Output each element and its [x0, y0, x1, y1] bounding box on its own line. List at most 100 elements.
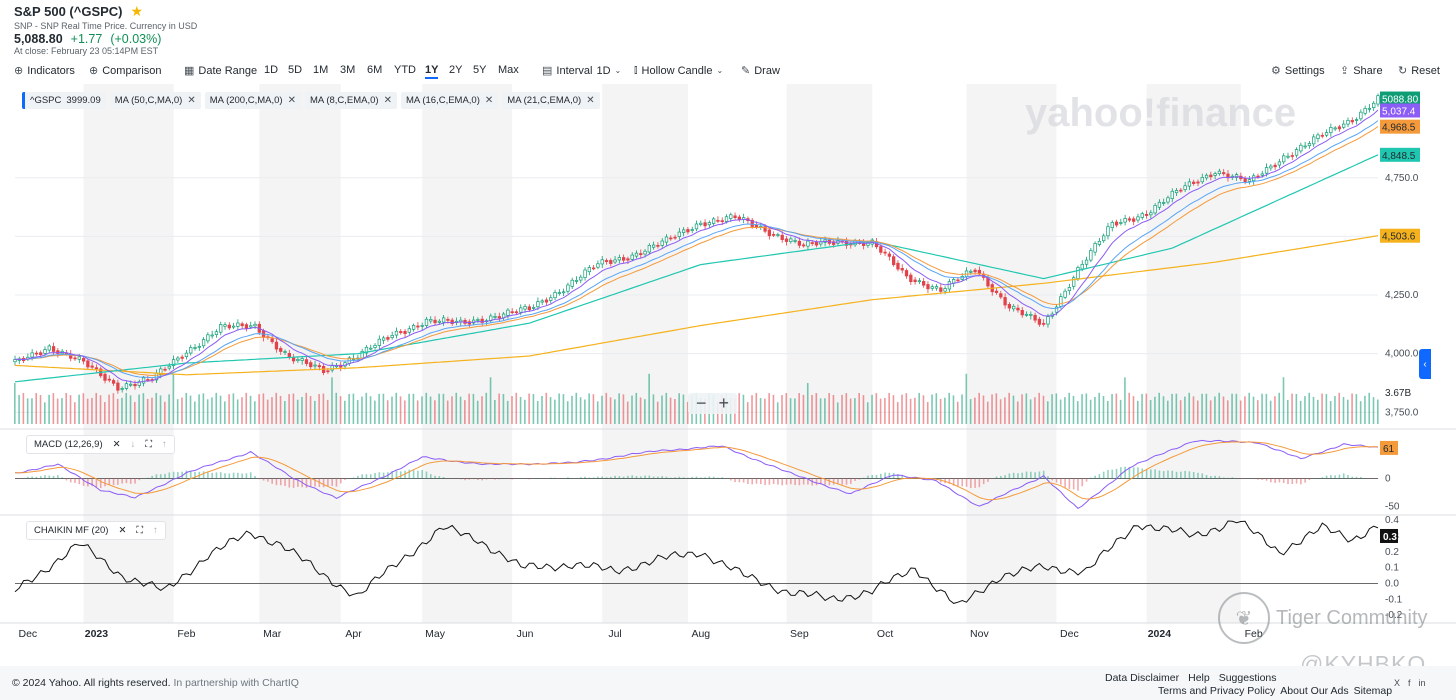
- move-down-icon[interactable]: ↓: [130, 439, 136, 450]
- macd-histogram-bar: [1094, 475, 1096, 479]
- candle-body: [176, 357, 180, 361]
- expand-icon[interactable]: ⛶: [136, 525, 144, 536]
- volume-bar: [1051, 394, 1053, 424]
- candle-body: [1076, 267, 1080, 279]
- range-3m[interactable]: 3M: [340, 64, 356, 76]
- candle-body: [47, 345, 51, 351]
- chart-type-button[interactable]: ⫾ Hollow Candle ⌄: [634, 64, 723, 77]
- candle-body: [639, 253, 643, 256]
- candle-body: [313, 364, 317, 367]
- macd-histogram-bar: [1025, 471, 1028, 479]
- legend-ema21[interactable]: MA (21,C,EMA,0) ✕: [502, 92, 600, 109]
- range-5y[interactable]: 5Y: [473, 64, 487, 76]
- candle-body: [420, 325, 424, 327]
- candle-body: [1329, 127, 1333, 134]
- candle-body: [171, 359, 176, 366]
- reset-button[interactable]: ↻ Reset: [1398, 64, 1440, 78]
- expand-icon[interactable]: ⛶: [145, 439, 153, 450]
- volume-bar: [331, 377, 333, 424]
- draw-button[interactable]: ✎ Draw: [741, 64, 780, 78]
- sidebar-toggle[interactable]: ‹: [1419, 349, 1431, 379]
- range-1d[interactable]: 1D: [264, 64, 279, 76]
- range-ytd[interactable]: YTD: [394, 64, 416, 76]
- watchlist-star-icon[interactable]: ★: [130, 3, 144, 19]
- x-icon[interactable]: X: [1394, 678, 1401, 688]
- range-5d[interactable]: 5D: [288, 64, 303, 76]
- macd-histogram-bar: [871, 474, 874, 479]
- volume-bar: [571, 395, 573, 424]
- volume-bar: [245, 392, 248, 424]
- volume-bar: [498, 393, 500, 424]
- chart-area[interactable]: 4,750.04,500.04,250.04,000.03,750.0yahoo…: [0, 84, 1456, 666]
- candle-body: [626, 258, 630, 261]
- move-up-icon[interactable]: ↑: [153, 525, 158, 536]
- legend-ma50[interactable]: MA (50,C,MA,0) ✕: [109, 92, 201, 109]
- legend-ma200[interactable]: MA (200,C,MA,0) ✕: [204, 92, 301, 109]
- macd-histogram-bar: [1111, 469, 1114, 479]
- zoom-out-icon[interactable]: −: [696, 393, 707, 413]
- candle-body: [296, 359, 300, 362]
- candle-body: [767, 229, 772, 237]
- legend-ema16[interactable]: MA (16,C,EMA,0) ✕: [400, 92, 499, 109]
- range-1y[interactable]: 1Y: [425, 64, 439, 79]
- volume-bar: [455, 392, 458, 424]
- candle-body: [326, 370, 330, 373]
- macd-histogram-bar: [1150, 469, 1152, 479]
- macd-title: MACD (12,26,9): [34, 439, 103, 450]
- macd-histogram-bar: [65, 478, 68, 481]
- date-range-button[interactable]: ▦ Date Range: [184, 64, 257, 78]
- x-axis-label: Oct: [877, 628, 893, 640]
- close-icon[interactable]: ✕: [118, 525, 127, 536]
- candle-body: [1179, 189, 1183, 192]
- legend-gspc[interactable]: ^GSPC 3999.09: [22, 92, 106, 109]
- close-icon[interactable]: ✕: [484, 95, 494, 106]
- macd-histogram-bar: [648, 475, 651, 479]
- share-button[interactable]: ⇪ Share: [1340, 64, 1383, 78]
- close-icon[interactable]: ✕: [287, 95, 296, 106]
- macd-histogram-bar: [228, 473, 231, 479]
- linkedin-icon[interactable]: in: [1418, 678, 1426, 688]
- about-ads-link[interactable]: About Our Ads: [1280, 685, 1349, 697]
- price-chart-svg[interactable]: 4,750.04,500.04,250.04,000.03,750.0yahoo…: [0, 84, 1456, 666]
- macd-histogram-bar: [1171, 470, 1174, 479]
- volume-bar: [892, 395, 895, 424]
- comparison-button[interactable]: ⊕ Comparison: [89, 64, 162, 78]
- sitemap-link[interactable]: Sitemap: [1353, 685, 1393, 697]
- data-disclaimer-link[interactable]: Data Disclaimer: [1105, 672, 1180, 684]
- close-icon[interactable]: ✕: [112, 439, 121, 450]
- candle-body: [527, 306, 531, 311]
- terms-link[interactable]: Terms and Privacy Policy: [1158, 685, 1276, 697]
- zoom-in-icon[interactable]: +: [718, 393, 730, 413]
- range-2y[interactable]: 2Y: [449, 64, 463, 76]
- range-6m[interactable]: 6M: [367, 64, 383, 76]
- volume-bar: [309, 396, 312, 424]
- volume-bar: [1231, 393, 1233, 424]
- candle-body: [523, 306, 527, 310]
- range-max[interactable]: Max: [498, 64, 519, 76]
- volume-bar: [785, 393, 788, 424]
- macd-histogram-bar: [755, 478, 758, 484]
- macd-histogram-bar: [927, 478, 929, 480]
- calendar-icon: ▦: [184, 65, 195, 77]
- macd-histogram-bar: [472, 478, 475, 480]
- interval-button[interactable]: ▤ Interval 1D ⌄: [542, 64, 621, 78]
- candle-body: [566, 284, 570, 292]
- legend-ema8[interactable]: MA (8,C,EMA,0) ✕: [304, 92, 397, 109]
- suggestions-link[interactable]: Suggestions: [1218, 672, 1277, 684]
- settings-button[interactable]: ⚙ Settings: [1271, 64, 1325, 78]
- volume-bar: [605, 392, 608, 424]
- facebook-icon[interactable]: f: [1408, 678, 1411, 688]
- indicators-button[interactable]: ⊕ Indicators: [14, 64, 75, 78]
- candle-body: [1256, 175, 1260, 178]
- help-link[interactable]: Help: [1188, 672, 1210, 684]
- close-icon[interactable]: ✕: [187, 95, 196, 106]
- range-1m[interactable]: 1M: [313, 64, 329, 76]
- candle-body: [300, 358, 304, 361]
- close-icon[interactable]: ✕: [383, 95, 392, 106]
- candle-body: [1213, 173, 1217, 176]
- candle-body: [77, 356, 81, 360]
- volume-bar: [1081, 394, 1083, 424]
- macd-histogram-bar: [631, 475, 634, 479]
- close-icon[interactable]: ✕: [586, 95, 595, 106]
- move-up-icon[interactable]: ↑: [162, 439, 167, 450]
